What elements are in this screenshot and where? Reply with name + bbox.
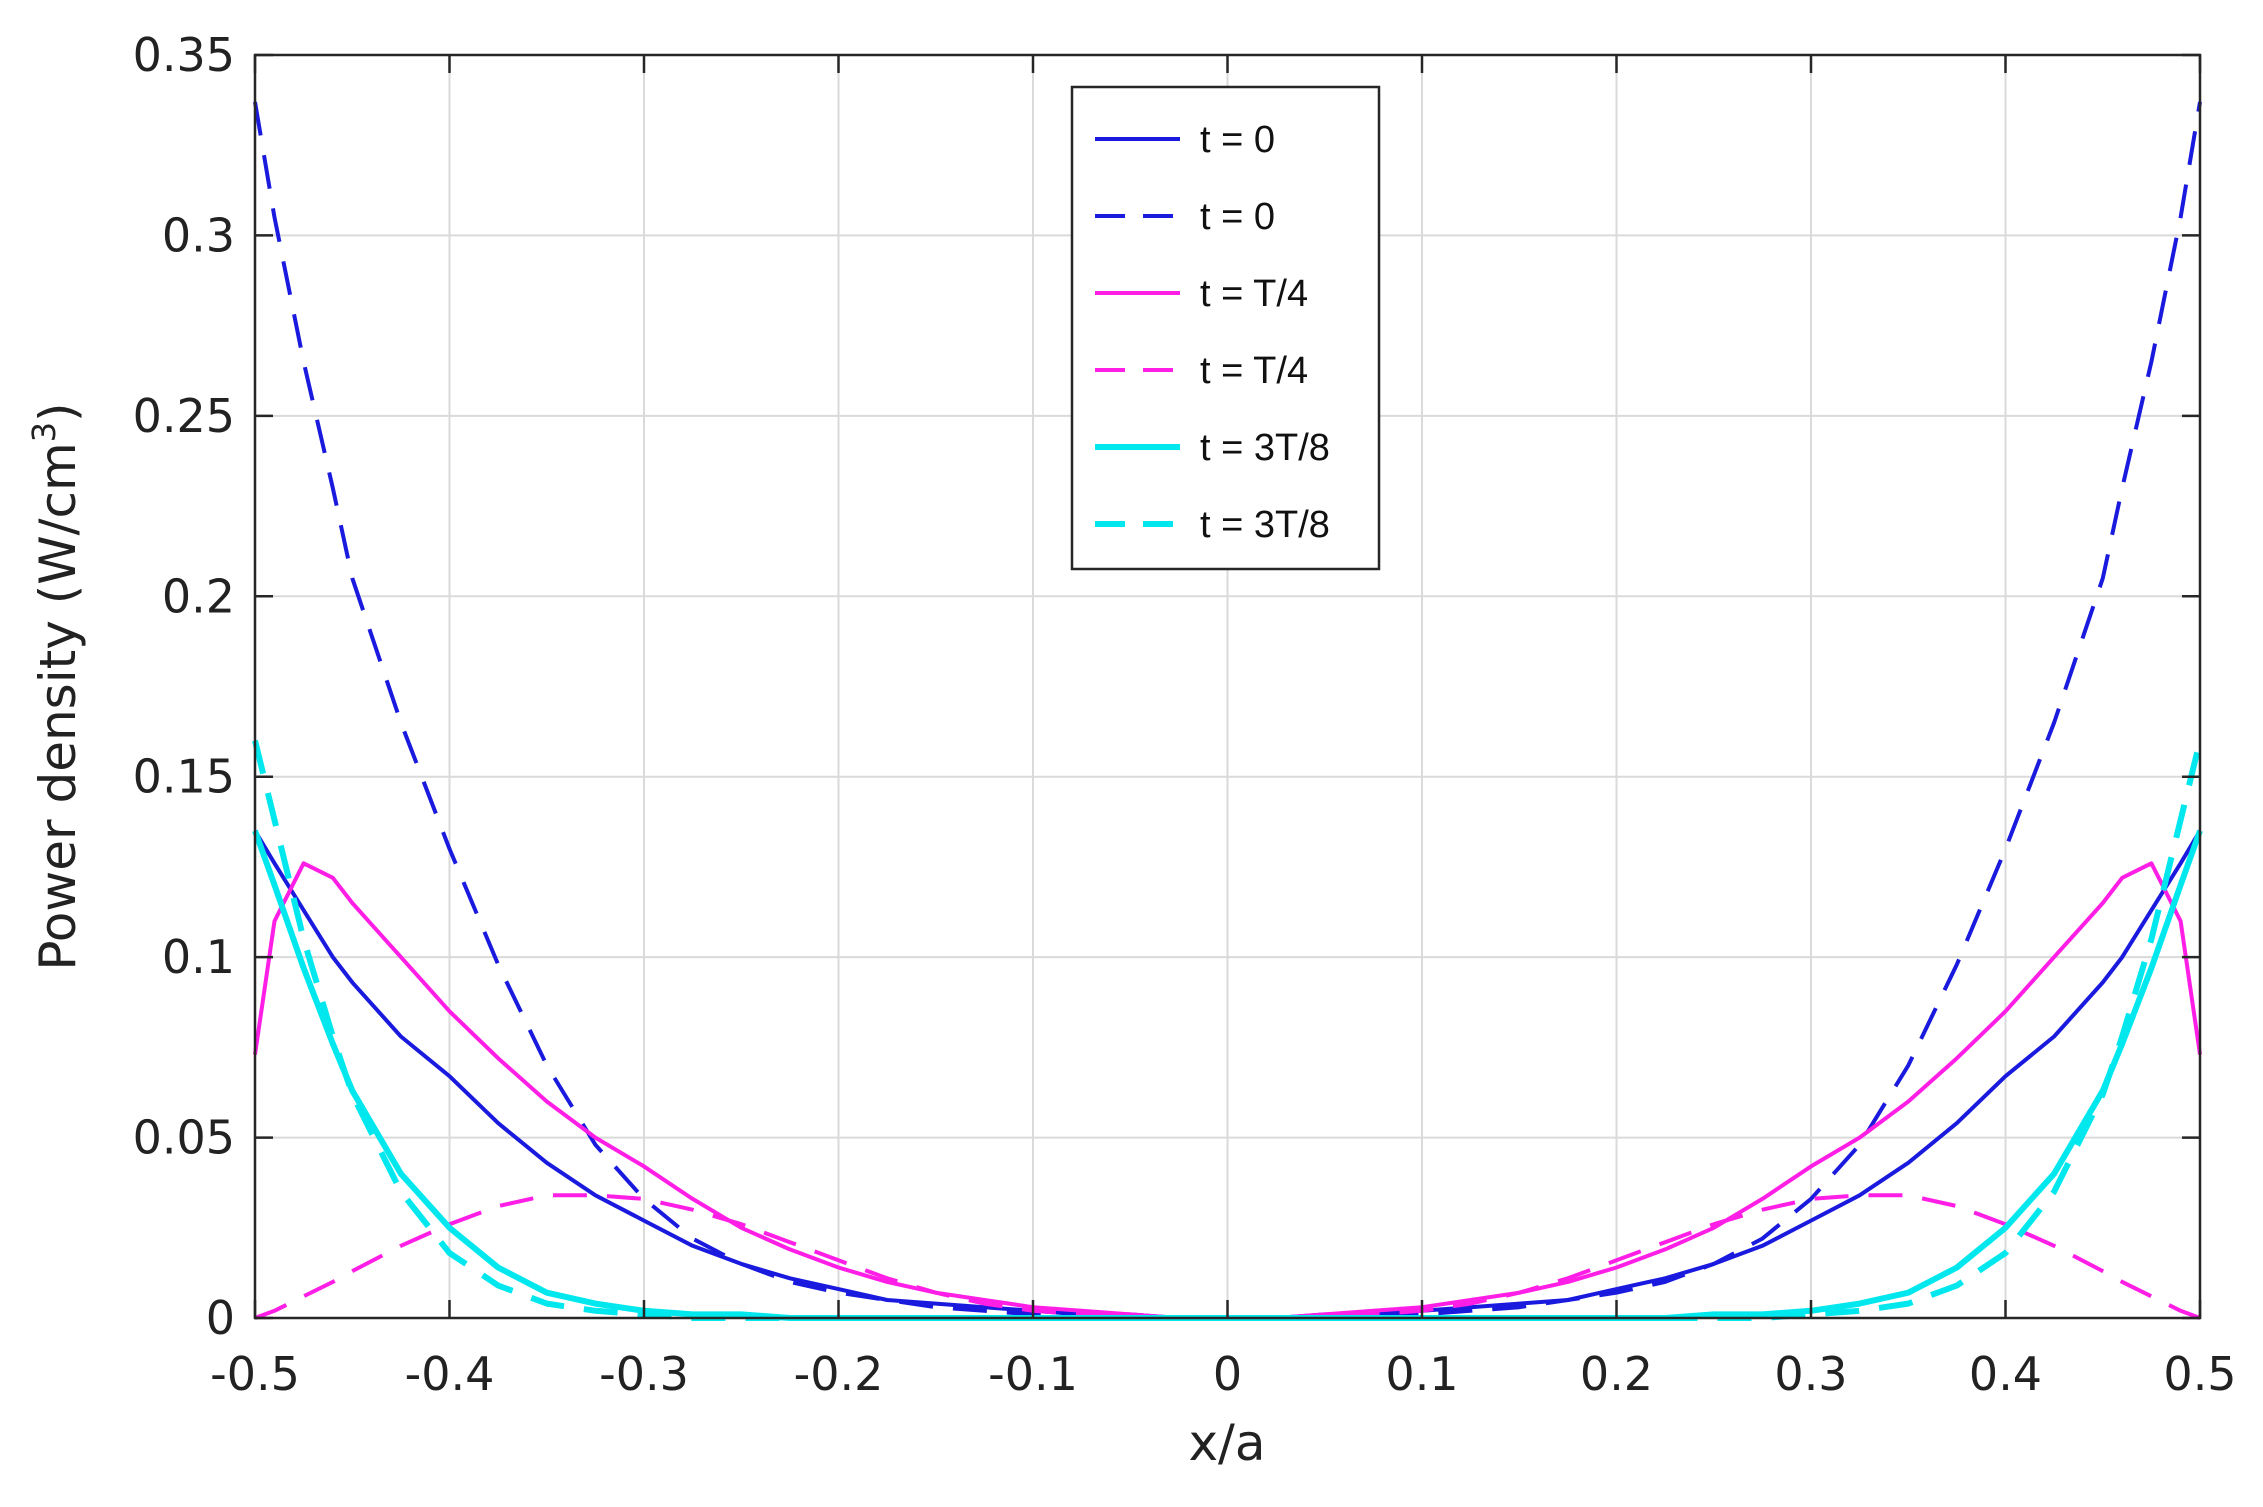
x-tick-label: -0.2 — [794, 1347, 884, 1401]
legend-label: t = T/4 — [1200, 273, 1308, 315]
x-tick-label: 0.4 — [1969, 1347, 2042, 1401]
y-tick-label: 0.25 — [133, 389, 235, 443]
x-tick-label: 0.1 — [1385, 1347, 1458, 1401]
series-line-t-t-4-dashed — [254, 1193, 2201, 1320]
x-tick-label: -0.5 — [210, 1347, 300, 1401]
y-axis-label-superscript: 3 — [25, 422, 63, 442]
y-tick-label: 0.35 — [133, 28, 235, 82]
x-tick-label: 0.3 — [1774, 1347, 1847, 1401]
legend-box — [1070, 85, 1381, 571]
y-axis-label-main: Power density (W/cm — [29, 442, 87, 970]
y-tick-label: 0.15 — [133, 750, 235, 804]
legend-label: t = 3T/8 — [1200, 427, 1330, 469]
legend-label: t = T/4 — [1200, 350, 1308, 392]
y-tick-label: 0.3 — [162, 208, 235, 262]
x-tick-label: -0.3 — [599, 1347, 689, 1401]
legend: t = 0 t = 0 t = T/4 t = T/4 t = 3T/8 t = 3T/8 — [1070, 85, 1381, 571]
legend-label: t = 0 — [1200, 119, 1275, 161]
axis-ticks — [253, 53, 2202, 1320]
y-tick-labels: 0 0.05 0.1 0.15 0.2 0.25 0.3 0.35 — [133, 28, 235, 1345]
y-axis-label-close: ) — [29, 402, 87, 422]
legend-label: t = 0 — [1200, 196, 1275, 238]
y-tick-label: 0.2 — [162, 569, 235, 623]
x-tick-labels: -0.5 -0.4 -0.3 -0.2 -0.1 0 0.1 0.2 0.3 0.4 0.5 — [210, 1347, 2236, 1401]
y-tick-label: 0.05 — [133, 1111, 235, 1165]
y-tick-label: 0.1 — [162, 930, 235, 984]
x-axis-label: x/a — [1188, 1414, 1265, 1472]
x-tick-label: 0.5 — [2163, 1347, 2236, 1401]
x-tick-label: -0.1 — [988, 1347, 1078, 1401]
series-line-t-3t-8-dashed — [252, 739, 2203, 1321]
y-axis-label: Power density (W/cm3) — [25, 402, 87, 970]
x-tick-label: 0 — [1213, 1347, 1242, 1401]
y-tick-label: 0 — [206, 1291, 235, 1345]
x-tick-label: 0.2 — [1580, 1347, 1653, 1401]
legend-label: t = 3T/8 — [1200, 504, 1330, 546]
x-tick-label: -0.4 — [405, 1347, 495, 1401]
